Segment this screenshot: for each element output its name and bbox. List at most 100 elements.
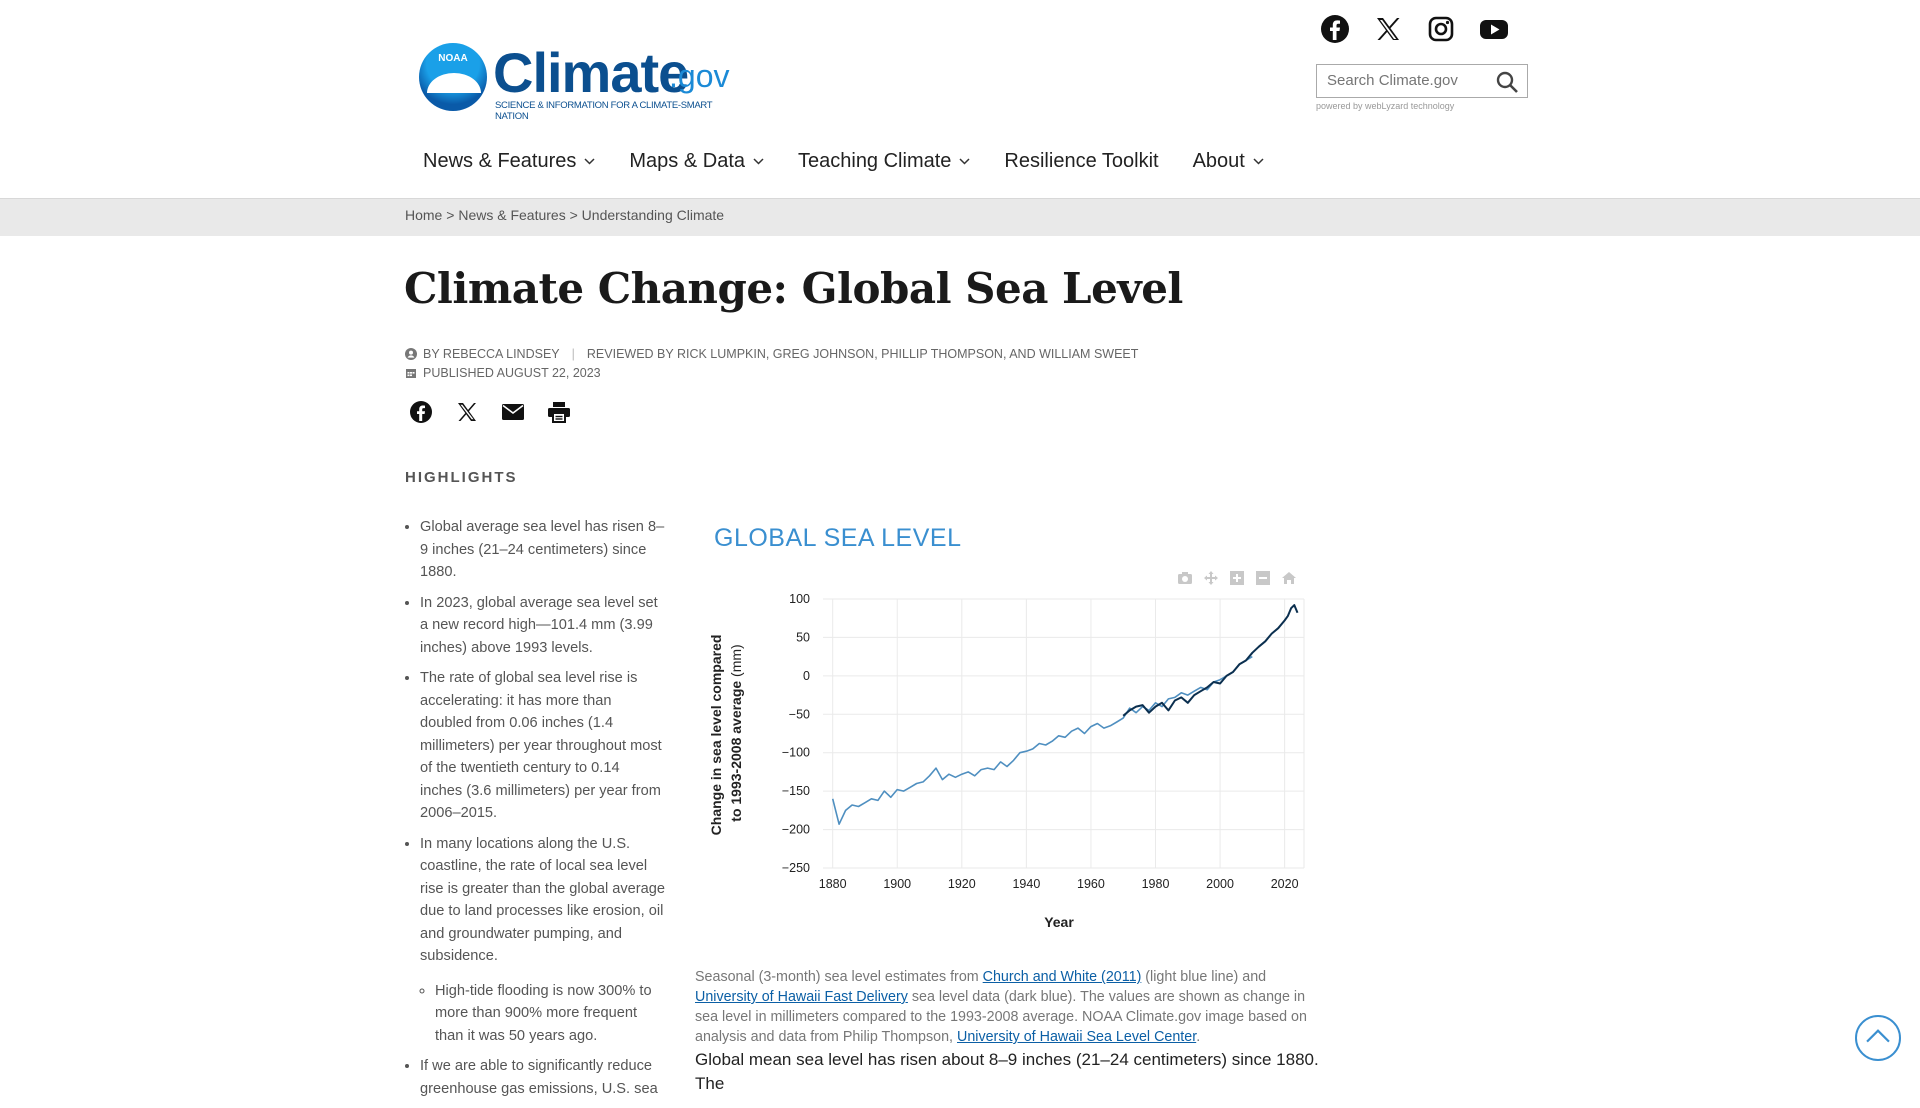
- powered-by: powered by webLyzard technology: [1316, 101, 1455, 111]
- nav-label: Resilience Toolkit: [1004, 150, 1159, 172]
- list-item: If we are able to significantly reduce g…: [420, 1055, 665, 1100]
- y-tick-label: −250: [782, 861, 810, 875]
- caption-text: sea level data (dark blue). The values a…: [695, 989, 1307, 1045]
- page-title: Climate Change: Global Sea Level: [404, 264, 1183, 313]
- zoom-out-icon[interactable]: [1256, 571, 1270, 585]
- chevron-down-icon: [1253, 158, 1264, 165]
- caption-text: Seasonal (3-month) sea level estimates f…: [695, 969, 983, 985]
- list-item: In many locations along the U.S. coastli…: [420, 833, 665, 1048]
- nav-label: News & Features: [423, 150, 577, 172]
- x-axis-label: Year: [1044, 914, 1074, 930]
- youtube-icon[interactable]: [1479, 14, 1509, 44]
- nav-label: Teaching Climate: [798, 150, 952, 172]
- search-icon[interactable]: [1495, 70, 1519, 94]
- main-nav: News & Features Maps & Data Teaching Cli…: [423, 150, 1264, 173]
- uh-fast-delivery-series-line[interactable]: [1122, 604, 1299, 717]
- church-white-link[interactable]: Church and White (2011): [982, 969, 1142, 985]
- uh-fast-delivery-link[interactable]: University of Hawaii Fast Delivery: [695, 989, 908, 1005]
- chart-modebar: [1178, 571, 1296, 585]
- y-tick-labels: 100 50 0 −50 −100 −150 −200 −250: [782, 592, 810, 875]
- x-tick-label: 2020: [1271, 877, 1299, 891]
- breadcrumb-home[interactable]: Home: [405, 207, 443, 223]
- nav-about[interactable]: About: [1193, 150, 1264, 173]
- highlights-title: HIGHLIGHTS: [405, 469, 518, 486]
- byline: BY REBECCA LINDSEY | REVIEWED BY RICK LU…: [405, 347, 1138, 361]
- x-icon[interactable]: [1373, 14, 1403, 44]
- church-white-series-line[interactable]: [831, 655, 1253, 825]
- y-axis-label: Change in sea level compared to 1993-200…: [708, 631, 744, 836]
- breadcrumb-sep: >: [446, 207, 455, 223]
- nav-label: About: [1192, 150, 1245, 172]
- breadcrumb: Home > News & Features > Understanding C…: [405, 207, 724, 223]
- y-tick-label: −150: [782, 784, 810, 798]
- caption-text: (light blue line) and: [1141, 969, 1267, 985]
- breadcrumb-bar: [0, 198, 1920, 236]
- x-tick-label: 1900: [883, 877, 911, 891]
- published: PUBLISHED AUGUST 22, 2023: [423, 366, 601, 380]
- caption-text: .: [1196, 1029, 1201, 1045]
- list-item-text: In many locations along the U.S. coastli…: [420, 835, 666, 965]
- author: BY REBECCA LINDSEY: [423, 347, 560, 361]
- x-tick-label: 1880: [819, 877, 847, 891]
- search-input[interactable]: [1317, 65, 1507, 95]
- share-bar: [409, 400, 571, 424]
- breadcrumb-current[interactable]: Understanding Climate: [581, 207, 725, 223]
- body-paragraph: Global mean sea level has risen about 8–…: [695, 1050, 1319, 1093]
- facebook-icon[interactable]: [409, 400, 433, 424]
- x-tick-label: 1980: [1142, 877, 1170, 891]
- x-tick-label: 1920: [948, 877, 976, 891]
- nav-news-features[interactable]: News & Features: [423, 150, 595, 173]
- chevron-up-icon: [1866, 1029, 1890, 1043]
- nav-maps-data[interactable]: Maps & Data: [629, 150, 764, 173]
- camera-icon[interactable]: [1178, 571, 1192, 585]
- breadcrumb-sep: >: [569, 207, 578, 223]
- home-icon[interactable]: [1282, 571, 1296, 585]
- chevron-down-icon: [959, 158, 970, 165]
- social-links: [1320, 14, 1509, 44]
- chart-grid: [823, 598, 1305, 869]
- list-item: The rate of global sea level rise is acc…: [420, 667, 665, 825]
- list-item: Global average sea level has risen 8–9 i…: [420, 516, 665, 584]
- x-tick-label: 1960: [1077, 877, 1105, 891]
- list-subitem: High-tide flooding is now 300% to more t…: [435, 980, 665, 1048]
- x-tick-labels: 1880 1900 1920 1940 1960 1980 2000 2020: [819, 877, 1299, 891]
- y-tick-label: 100: [789, 592, 810, 606]
- back-to-top-button[interactable]: [1855, 1015, 1901, 1061]
- nav-resilience-toolkit[interactable]: Resilience Toolkit: [1004, 150, 1158, 173]
- nav-teaching-climate[interactable]: Teaching Climate: [798, 150, 970, 173]
- y-tick-label: −50: [789, 707, 810, 721]
- search-box: [1316, 64, 1528, 98]
- email-icon[interactable]: [501, 400, 525, 424]
- x-tick-label: 1940: [1012, 877, 1040, 891]
- publish-date: PUBLISHED AUGUST 22, 2023: [405, 366, 601, 380]
- user-icon: [405, 348, 417, 360]
- y-axis-label-line2: to 1993-2008 average (mm): [728, 644, 744, 821]
- nav-label: Maps & Data: [629, 150, 745, 172]
- instagram-icon[interactable]: [1426, 14, 1456, 44]
- sea-level-chart[interactable]: 100 50 0 −50 −100 −150 −200 −250 1880 1900 1920 19…: [700, 585, 1320, 940]
- print-icon[interactable]: [547, 400, 571, 424]
- chevron-down-icon: [753, 158, 764, 165]
- chart-lines: [831, 604, 1299, 825]
- reviewers: REVIEWED BY RICK LUMPKIN, GREG JOHNSON, …: [586, 347, 1139, 361]
- y-tick-label: −200: [782, 823, 810, 837]
- x-tick-label: 2000: [1206, 877, 1234, 891]
- zoom-in-icon[interactable]: [1230, 571, 1244, 585]
- y-tick-label: 50: [796, 630, 810, 644]
- noaa-logo-icon: NOAA: [419, 43, 487, 111]
- highlights-list: Global average sea level has risen 8–9 i…: [405, 516, 665, 1108]
- logo-tagline: SCIENCE & INFORMATION FOR A CLIMATE-SMAR…: [495, 100, 713, 122]
- chart-title: GLOBAL SEA LEVEL: [714, 524, 962, 552]
- pan-icon[interactable]: [1204, 571, 1218, 585]
- chevron-down-icon: [584, 158, 595, 165]
- chart-caption: Seasonal (3-month) sea level estimates f…: [695, 967, 1320, 1047]
- list-item: In 2023, global average sea level set a …: [420, 592, 665, 660]
- y-tick-label: 0: [803, 669, 810, 683]
- breadcrumb-section[interactable]: News & Features: [458, 207, 566, 223]
- uh-sea-level-center-link[interactable]: University of Hawaii Sea Level Center: [957, 1029, 1197, 1045]
- y-tick-label: −100: [782, 746, 810, 760]
- facebook-icon[interactable]: [1320, 14, 1350, 44]
- climate-gov-logo[interactable]: NOAA Climate .gov SCIENCE & INFORMATION …: [419, 40, 739, 122]
- calendar-icon: [406, 369, 416, 378]
- x-icon[interactable]: [455, 400, 479, 424]
